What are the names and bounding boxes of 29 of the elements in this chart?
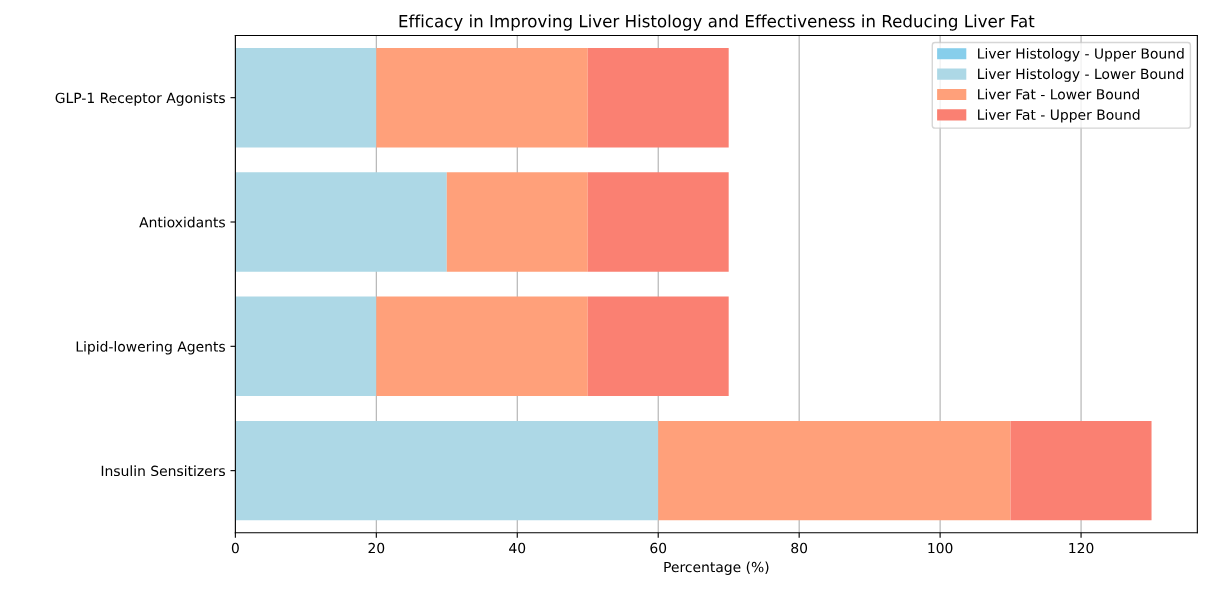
y-tick-label: Insulin Sensitizers (101, 465, 225, 477)
bar (235, 47, 377, 148)
bar (235, 420, 659, 521)
x-tick-label: 0 (231, 542, 239, 554)
x-axis-title: Percentage (%) (664, 561, 769, 575)
bar (235, 296, 377, 397)
bar (587, 47, 729, 148)
bar (587, 172, 729, 272)
legend-label: Liver Fat - Lower Bound (978, 88, 1139, 100)
x-tick-label: 120 (1069, 542, 1094, 554)
y-tick-label: Lipid-lowering Agents (76, 341, 225, 355)
x-tick-label: 60 (650, 542, 667, 554)
y-tick-label: Antioxidants (139, 216, 225, 228)
x-tick-label: 100 (928, 542, 953, 554)
x-tick-label: 40 (509, 542, 526, 554)
legend-label: Liver Fat - Upper Bound (978, 109, 1140, 123)
bar (658, 420, 1011, 521)
bar (376, 47, 588, 148)
bar (235, 172, 447, 272)
x-tick-label: 20 (368, 542, 385, 554)
bar (587, 296, 729, 397)
bar (446, 172, 588, 272)
legend-label: Liver Histology - Lower Bound (978, 68, 1184, 82)
x-tick-label: 80 (791, 542, 808, 554)
bar (1010, 420, 1152, 521)
legend-label: Liver Histology - Upper Bound (978, 48, 1184, 62)
y-tick-label: GLP-1 Receptor Agonists (55, 92, 225, 106)
chart-title: Efficacy in Improving Liver Histology and Effectiveness in Reducing Liver Fat (399, 14, 1035, 31)
bar (376, 296, 588, 397)
